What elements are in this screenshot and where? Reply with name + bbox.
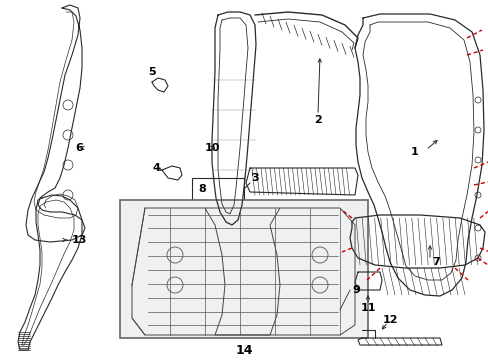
- Text: 8: 8: [198, 184, 205, 194]
- Text: 10: 10: [204, 143, 220, 153]
- Text: 4: 4: [152, 163, 160, 173]
- Text: 2: 2: [313, 115, 321, 125]
- Text: 6: 6: [75, 143, 82, 153]
- Text: 14: 14: [235, 343, 252, 356]
- Text: 12: 12: [382, 315, 397, 325]
- Text: 7: 7: [431, 257, 439, 267]
- Bar: [120, 200, 367, 338]
- Text: 5: 5: [148, 67, 156, 77]
- Text: 13: 13: [72, 235, 87, 245]
- Text: 3: 3: [251, 173, 258, 183]
- Text: 11: 11: [360, 303, 375, 313]
- Text: 9: 9: [351, 285, 359, 295]
- Text: 1: 1: [410, 147, 418, 157]
- Bar: [192, 178, 244, 200]
